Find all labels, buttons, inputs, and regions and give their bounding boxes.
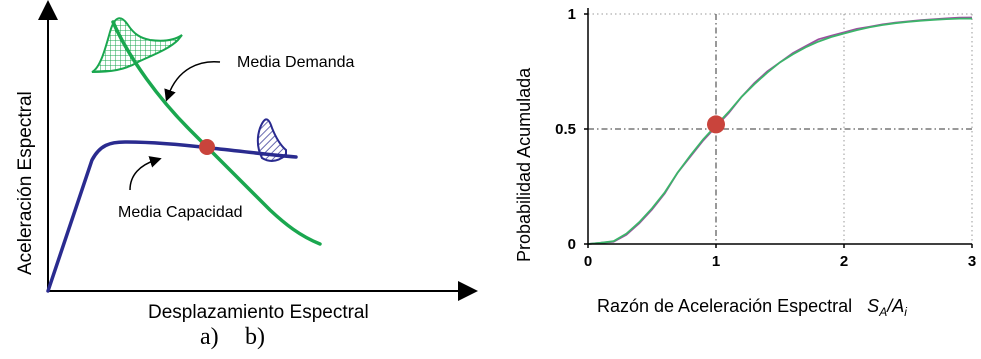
demand-curve bbox=[111, 20, 322, 246]
demand-distribution bbox=[91, 17, 183, 73]
x-tick-label: 0 bbox=[584, 253, 592, 270]
tick-labels: 0 1 2 3 0 0.5 1 bbox=[555, 6, 976, 270]
performance-point bbox=[199, 139, 215, 155]
x-axis-label-text: Razón de Aceleración Espectral bbox=[597, 296, 852, 316]
capacity-distribution bbox=[256, 118, 287, 163]
series-line-1 bbox=[587, 17, 972, 245]
capacity-demand-diagram: Media Demanda Media Capacidad Desplazami… bbox=[15, 0, 478, 323]
x-axis-symbol-a-sub: i bbox=[904, 305, 907, 319]
capacity-curve bbox=[46, 140, 298, 293]
y-tick-label: 0.5 bbox=[555, 121, 576, 138]
annotation-media-demanda: Media Demanda bbox=[237, 54, 355, 71]
y-tick-label: 1 bbox=[568, 6, 576, 23]
x-axis-label: Desplazamiento Espectral bbox=[148, 302, 369, 323]
x-tick-label: 1 bbox=[712, 253, 720, 270]
y-axis-label: Aceleración Espectral bbox=[15, 91, 36, 275]
capacity-arrow bbox=[129, 156, 162, 191]
y-tick-label: 0 bbox=[568, 236, 576, 253]
x-tick-label: 2 bbox=[840, 253, 848, 270]
highlight-point-group bbox=[707, 115, 725, 134]
panel-a-diagram: Media Demanda Media Capacidad Desplazami… bbox=[0, 0, 480, 354]
x-axis-symbol-s-sub: A bbox=[878, 305, 887, 319]
x-axis-symbol-a: A bbox=[891, 296, 904, 316]
subfigure-label-a: a) bbox=[200, 324, 219, 350]
demand-arrow bbox=[164, 60, 221, 102]
x-tick-label: 3 bbox=[968, 253, 976, 270]
chart-series bbox=[587, 16, 973, 245]
series-line-0 bbox=[587, 16, 973, 245]
annotation-media-capacidad: Media Capacidad bbox=[118, 204, 243, 221]
x-axis-label: Razón de Aceleración Espectral SA/Ai bbox=[597, 296, 907, 319]
subfigure-label-b: b) bbox=[245, 324, 265, 350]
x-axis-symbol-s: S bbox=[867, 296, 879, 316]
highlight-point bbox=[707, 115, 725, 134]
x-axis-symbol-slash: / bbox=[885, 296, 894, 316]
y-axis-label: Probabilidad Acumulada bbox=[514, 67, 534, 262]
reference-lines bbox=[588, 14, 972, 244]
plot-frame bbox=[584, 8, 973, 248]
cumulative-probability-chart: 0 1 2 3 0 0.5 1 Probabilidad Acumulada Razón d… bbox=[514, 6, 976, 319]
panel-b-chart: 0 1 2 3 0 0.5 1 Probabilidad Acumulada Razón d… bbox=[500, 0, 981, 354]
